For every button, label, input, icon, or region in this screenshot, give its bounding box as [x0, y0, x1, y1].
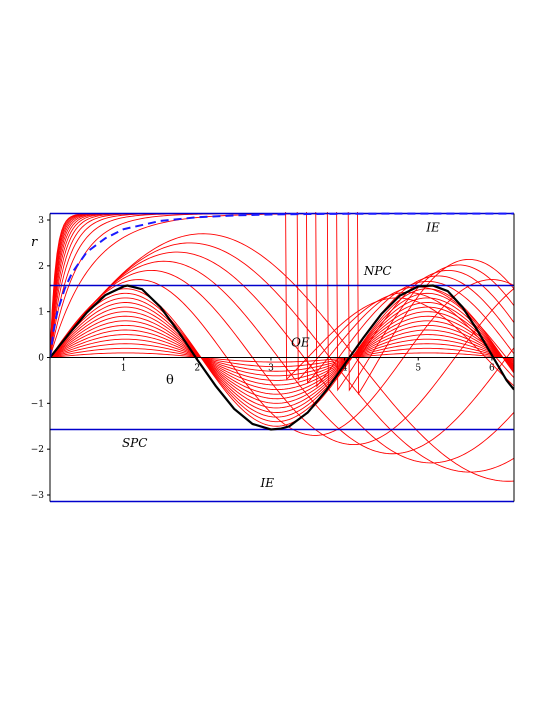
family-curve	[50, 334, 514, 381]
family-curve	[50, 302, 514, 413]
family-curve	[50, 315, 514, 400]
region-label-ie: IE	[260, 476, 275, 490]
family-curve	[50, 269, 514, 446]
family-curve	[315, 212, 514, 388]
y-tick-label: 0	[38, 354, 44, 364]
axes: −3 −2 −1 0 1 2 3 1 2 3 4 5 6	[31, 213, 515, 502]
family-curve	[347, 212, 514, 392]
x-tick-label: 3	[268, 364, 274, 374]
y-tick-label: −2	[31, 445, 44, 455]
family-curve	[50, 260, 514, 455]
region-label-oe: OE	[291, 335, 310, 349]
family-curve	[50, 251, 514, 464]
x-axis-label: θ	[166, 373, 174, 388]
family-curve	[50, 347, 514, 368]
reference-lines	[50, 212, 514, 503]
family-curve	[296, 212, 514, 381]
highlight-curve	[50, 284, 514, 431]
special-curves	[50, 212, 514, 431]
x-tick-label: 5	[415, 364, 421, 374]
y-tick-label: −3	[31, 491, 45, 501]
region-label-ie: IE	[425, 220, 440, 234]
family-curve	[306, 212, 514, 385]
x-tick-label: 6	[489, 364, 495, 374]
family-curve	[50, 338, 514, 377]
family-curve	[50, 329, 514, 386]
y-axis-label: r	[31, 235, 38, 250]
y-tick-label: 2	[38, 262, 44, 272]
y-tick-label: 1	[38, 308, 44, 318]
region-label-npc: NPC	[363, 264, 392, 278]
x-tick-label: 1	[121, 364, 127, 374]
family-curve	[50, 306, 514, 409]
family-curve	[50, 320, 514, 395]
family-curve	[50, 343, 514, 372]
family-curves	[50, 212, 514, 482]
family-curve	[50, 297, 514, 418]
family-curve	[285, 212, 514, 387]
family-curve	[326, 212, 514, 388]
family-curve	[50, 324, 514, 391]
y-tick-label: 3	[38, 216, 44, 226]
family-curve	[50, 292, 514, 423]
x-tick-label: 4	[342, 364, 348, 374]
x-tick-label: 2	[194, 364, 200, 374]
family-curve	[50, 288, 514, 427]
region-labels: IE NPC OE SPC IE	[122, 220, 440, 490]
family-curve	[50, 242, 514, 473]
separatrix-curve	[50, 212, 514, 358]
family-curve	[357, 212, 514, 396]
y-tick-label: −1	[31, 399, 44, 409]
family-curve	[50, 233, 514, 482]
family-curve	[50, 279, 514, 436]
region-label-spc: SPC	[122, 436, 147, 450]
